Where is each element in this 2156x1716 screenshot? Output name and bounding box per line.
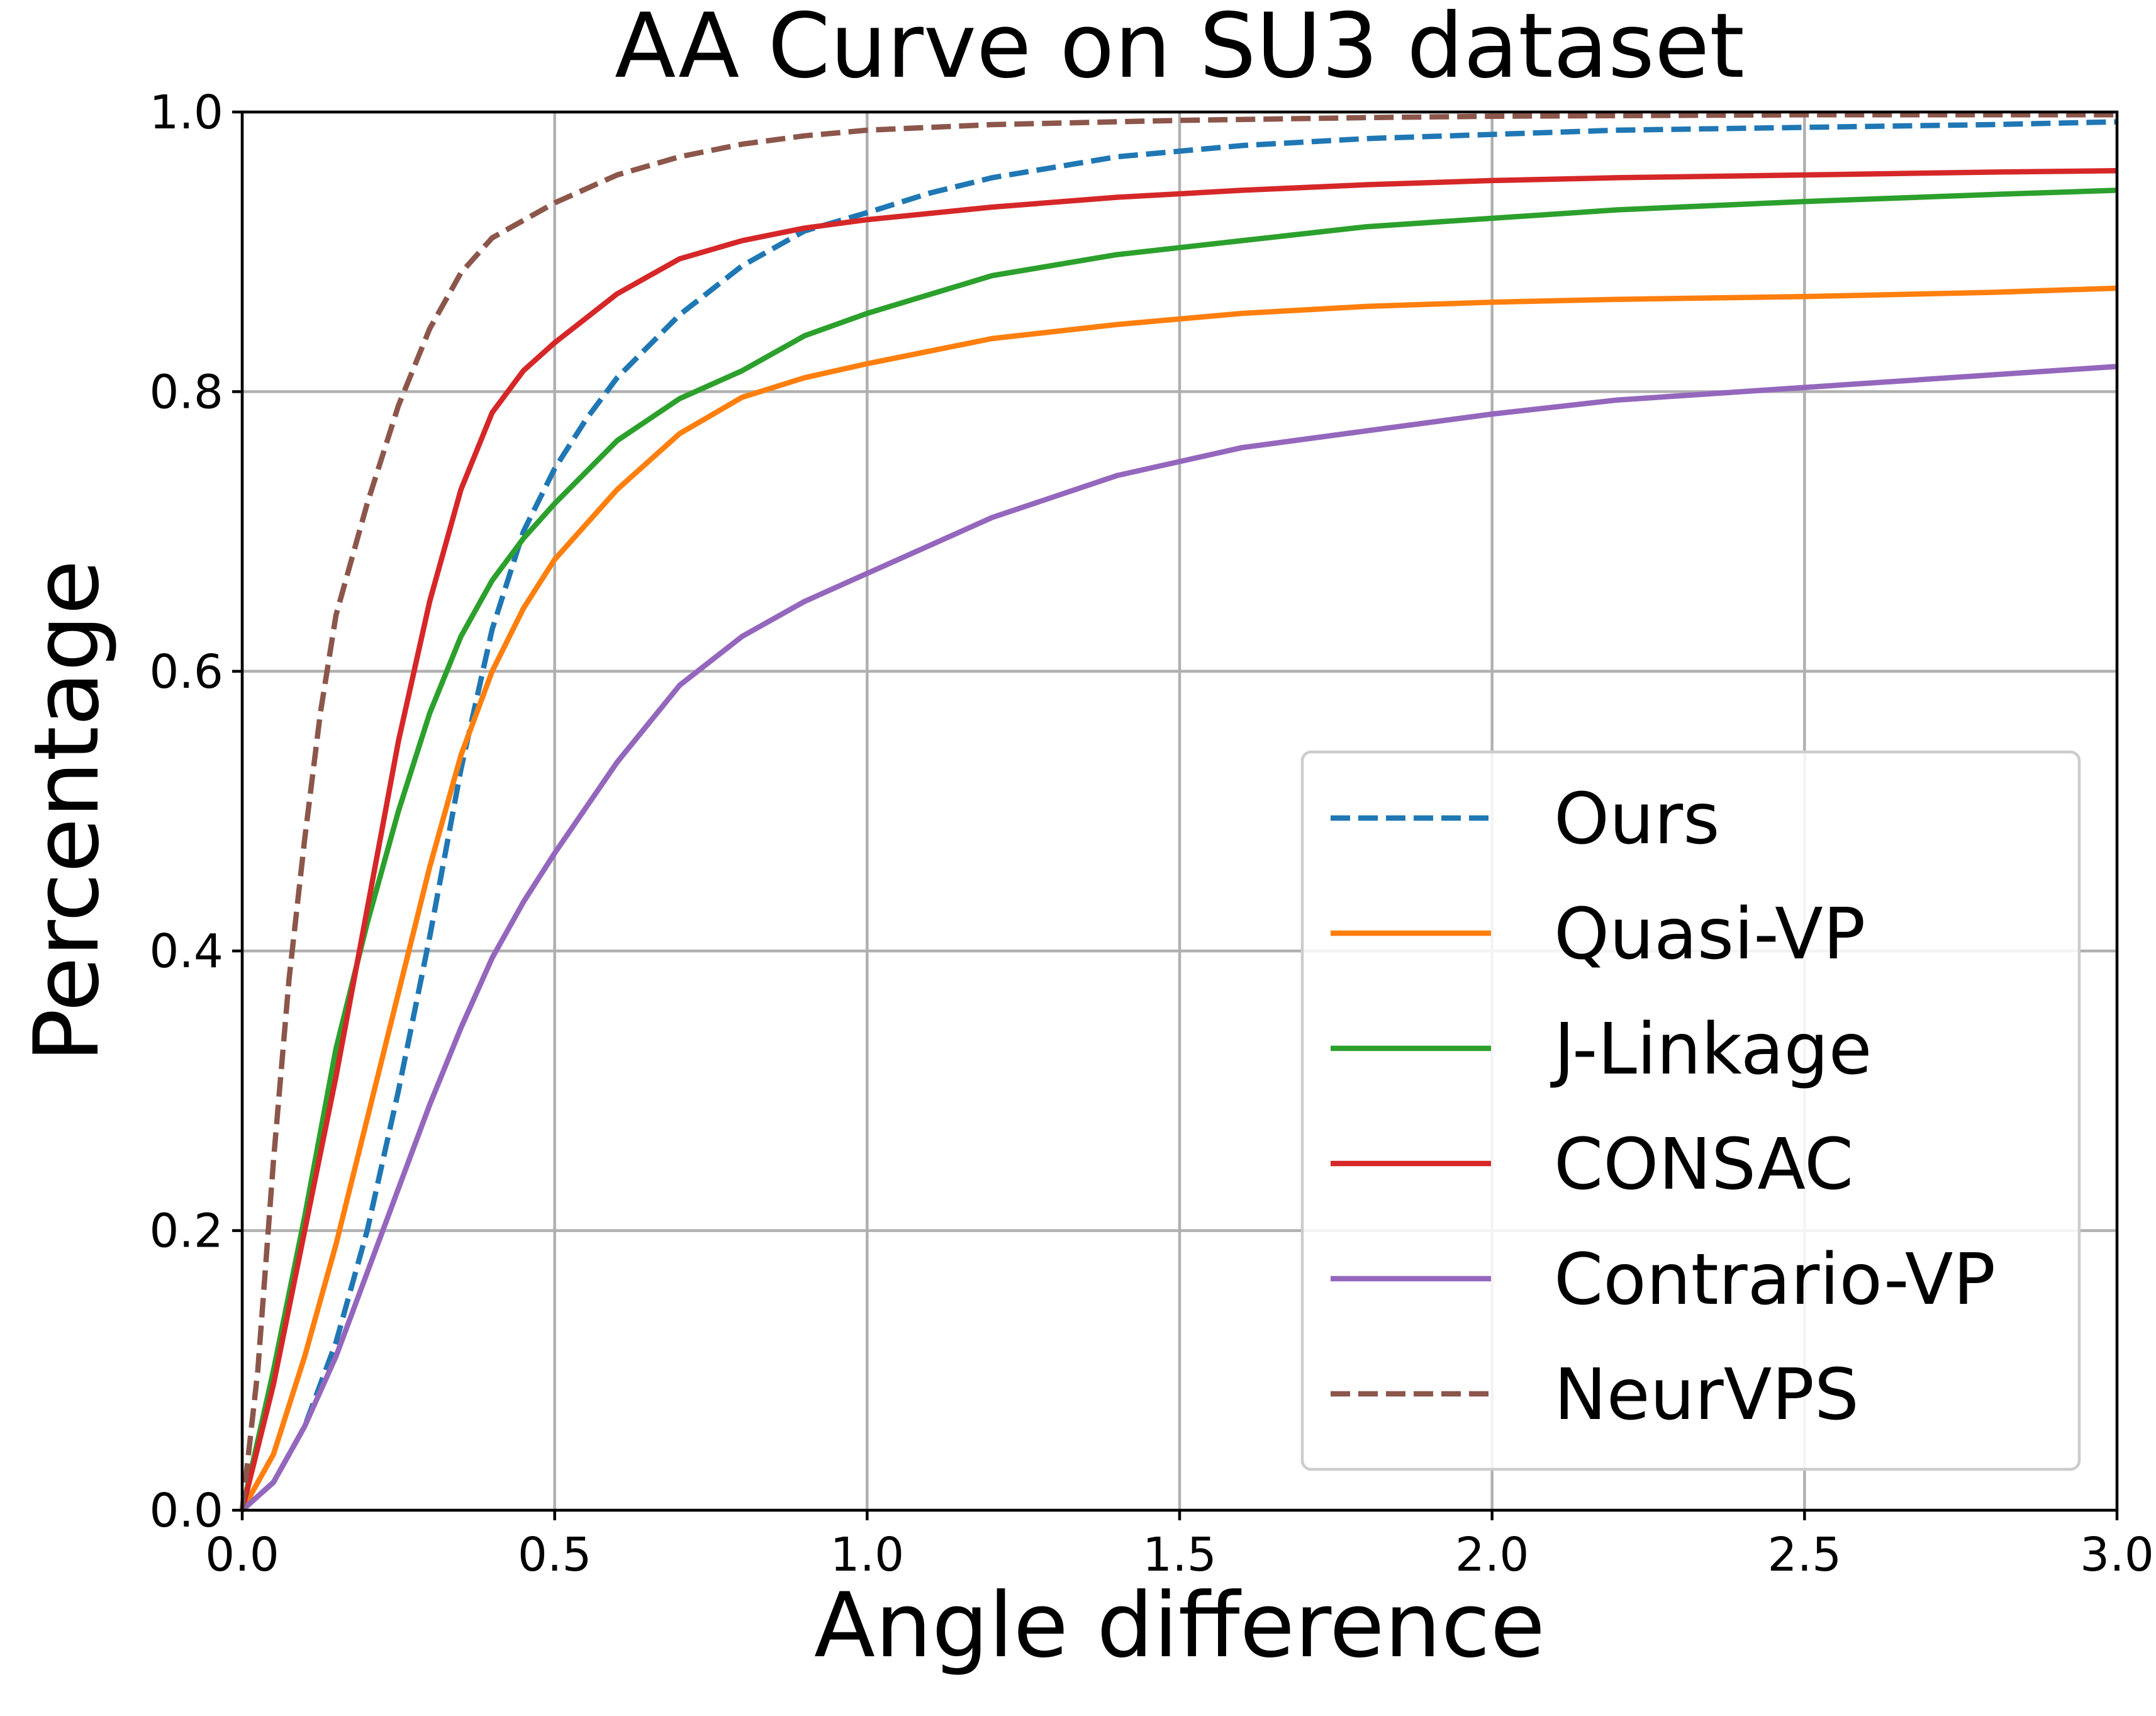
series-line-neurvps	[239, 112, 2117, 1511]
x-axis-label: Angle difference	[814, 1574, 1545, 1678]
x-tick-label: 0.5	[518, 1528, 592, 1582]
y-tick-label: 0.6	[149, 645, 223, 699]
series-line-contrario-vp	[240, 364, 2118, 1513]
x-tick-label: 2.0	[1455, 1528, 1529, 1582]
y-tick-label: 0.0	[149, 1484, 223, 1538]
series-layer	[239, 112, 2118, 1513]
axis-ticks: 0.0 0.5 1.0 1.5 2.0 2.5 3.0 0.0 0.2 0.4 0.6 0.8 1.0	[149, 86, 2154, 1582]
y-tick-label: 0.2	[149, 1204, 223, 1259]
series-line-ours	[240, 119, 2118, 1513]
y-tick-label: 0.8	[149, 365, 223, 419]
series-line-quasi-vp	[240, 285, 2118, 1512]
legend: Ours Quasi-VP J-Linkage CONSAC Contrario-VP N…	[1300, 750, 2081, 1471]
legend-box	[1300, 750, 2081, 1471]
y-axis-label: Percentage	[15, 560, 119, 1063]
y-tick-label: 1.0	[149, 86, 223, 140]
legend-label-quasi-vp: Quasi-VP	[1554, 894, 1865, 975]
legend-label-j-linkage: J-Linkage	[1550, 1009, 1872, 1091]
x-tick-label: 0.0	[205, 1528, 279, 1582]
legend-label-consac: CONSAC	[1554, 1124, 1853, 1206]
x-tick-label: 1.0	[830, 1528, 904, 1582]
legend-label-contrario-vp: Contrario-VP	[1554, 1239, 1996, 1321]
legend-label-neurvps: NeurVPS	[1554, 1354, 1859, 1436]
x-tick-label: 3.0	[2080, 1528, 2154, 1582]
y-tick-label: 0.4	[149, 924, 223, 979]
chart-title: AA Curve on SU3 dataset	[615, 0, 1745, 98]
series-line-consac	[239, 168, 2118, 1511]
x-tick-label: 1.5	[1142, 1528, 1217, 1582]
legend-label-ours: Ours	[1554, 778, 1720, 860]
x-tick-label: 2.5	[1767, 1528, 1841, 1582]
